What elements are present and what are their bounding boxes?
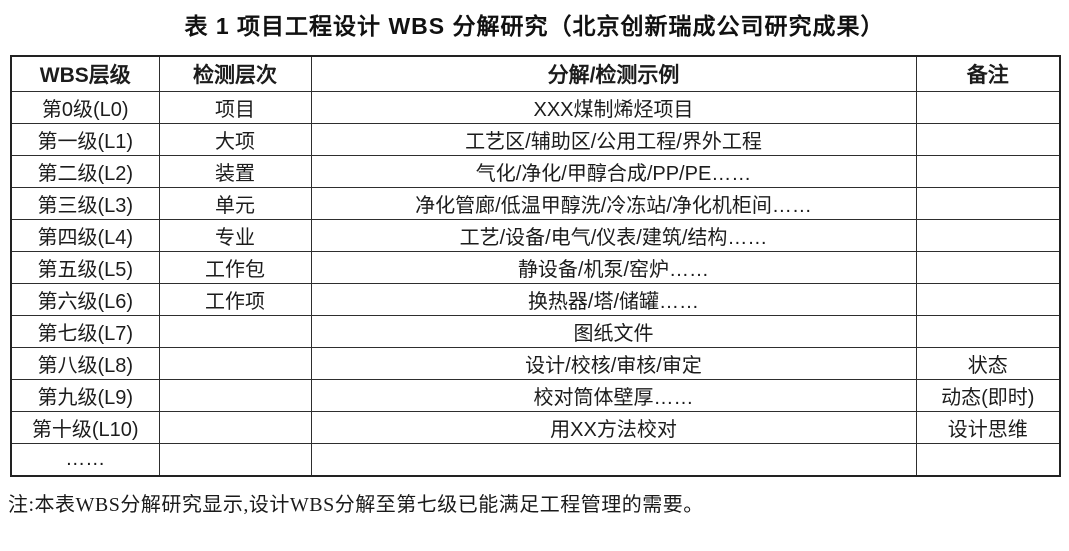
wbs-table: WBS层级 检测层次 分解/检测示例 备注 第0级(L0) 项目 XXX煤制烯烃项目 第一级… xyxy=(10,55,1061,477)
column-header: 备注 xyxy=(915,55,1061,92)
table-cell: …… xyxy=(10,443,160,477)
table-cell: 第十级(L10) xyxy=(10,411,160,444)
table-cell xyxy=(158,347,312,380)
table-cell: 设计思维 xyxy=(915,411,1061,444)
table-cell xyxy=(915,219,1061,252)
table-cell: 工艺区/辅助区/公用工程/界外工程 xyxy=(310,123,917,156)
table-cell: 第八级(L8) xyxy=(10,347,160,380)
table-cell: 工作项 xyxy=(158,283,312,316)
table-cell: 装置 xyxy=(158,155,312,188)
table-cell xyxy=(158,411,312,444)
table-cell: 第五级(L5) xyxy=(10,251,160,284)
table-cell xyxy=(158,379,312,412)
table-cell xyxy=(310,443,917,477)
table-cell xyxy=(915,283,1061,316)
table-cell: XXX煤制烯烃项目 xyxy=(310,91,917,124)
table-row: …… xyxy=(10,443,1061,477)
table-cell: 第三级(L3) xyxy=(10,187,160,220)
column-header: 分解/检测示例 xyxy=(310,55,917,92)
table-row: 第五级(L5) 工作包 静设备/机泵/窑炉…… xyxy=(10,251,1061,284)
table-cell xyxy=(915,91,1061,124)
table-cell: 换热器/塔/储罐…… xyxy=(310,283,917,316)
table-cell xyxy=(915,315,1061,348)
table-cell: 专业 xyxy=(158,219,312,252)
table-cell: 第0级(L0) xyxy=(10,91,160,124)
table-cell: 大项 xyxy=(158,123,312,156)
table-cell: 第四级(L4) xyxy=(10,219,160,252)
table-header-row: WBS层级 检测层次 分解/检测示例 备注 xyxy=(10,55,1061,92)
table-cell: 图纸文件 xyxy=(310,315,917,348)
table-cell: 工作包 xyxy=(158,251,312,284)
footnote: 注:本表WBS分解研究显示,设计WBS分解至第七级已能满足工程管理的需要。 xyxy=(8,494,704,516)
table-row: 第四级(L4) 专业 工艺/设备/电气/仪表/建筑/结构…… xyxy=(10,219,1061,252)
table-cell: 动态(即时) xyxy=(915,379,1061,412)
table-row: 第十级(L10) 用XX方法校对 设计思维 xyxy=(10,411,1061,444)
table-row: 第0级(L0) 项目 XXX煤制烯烃项目 xyxy=(10,91,1061,124)
table-cell: 第二级(L2) xyxy=(10,155,160,188)
table-cell: 设计/校核/审核/审定 xyxy=(310,347,917,380)
column-header: WBS层级 xyxy=(10,55,160,92)
table-cell: 静设备/机泵/窑炉…… xyxy=(310,251,917,284)
table-row: 第三级(L3) 单元 净化管廊/低温甲醇洗/冷冻站/净化机柜间…… xyxy=(10,187,1061,220)
table-row: 第六级(L6) 工作项 换热器/塔/储罐…… xyxy=(10,283,1061,316)
table-cell xyxy=(915,251,1061,284)
table-cell: 单元 xyxy=(158,187,312,220)
table-cell xyxy=(158,315,312,348)
table-cell: 第六级(L6) xyxy=(10,283,160,316)
table-cell xyxy=(915,187,1061,220)
table-row: 第七级(L7) 图纸文件 xyxy=(10,315,1061,348)
table-cell: 净化管廊/低温甲醇洗/冷冻站/净化机柜间…… xyxy=(310,187,917,220)
table-cell: 第一级(L1) xyxy=(10,123,160,156)
table-row: 第二级(L2) 装置 气化/净化/甲醇合成/PP/PE…… xyxy=(10,155,1061,188)
table-cell: 项目 xyxy=(158,91,312,124)
table-row: 第一级(L1) 大项 工艺区/辅助区/公用工程/界外工程 xyxy=(10,123,1061,156)
table-body: 第0级(L0) 项目 XXX煤制烯烃项目 第一级(L1) 大项 工艺区/辅助区/公用工程/… xyxy=(10,91,1061,477)
table-cell xyxy=(915,123,1061,156)
table-cell: 第九级(L9) xyxy=(10,379,160,412)
table-cell: 校对筒体壁厚…… xyxy=(310,379,917,412)
column-header: 检测层次 xyxy=(158,55,312,92)
table-cell xyxy=(158,443,312,477)
table-row: 第八级(L8) 设计/校核/审核/审定 状态 xyxy=(10,347,1061,380)
table-cell: 状态 xyxy=(915,347,1061,380)
table-cell xyxy=(915,443,1061,477)
table-cell xyxy=(915,155,1061,188)
table-cell: 用XX方法校对 xyxy=(310,411,917,444)
table-cell: 工艺/设备/电气/仪表/建筑/结构…… xyxy=(310,219,917,252)
table-cell: 第七级(L7) xyxy=(10,315,160,348)
table-row: 第九级(L9) 校对筒体壁厚…… 动态(即时) xyxy=(10,379,1061,412)
table-cell: 气化/净化/甲醇合成/PP/PE…… xyxy=(310,155,917,188)
table-title: 表 1 项目工程设计 WBS 分解研究（北京创新瑞成公司研究成果） xyxy=(184,13,885,39)
